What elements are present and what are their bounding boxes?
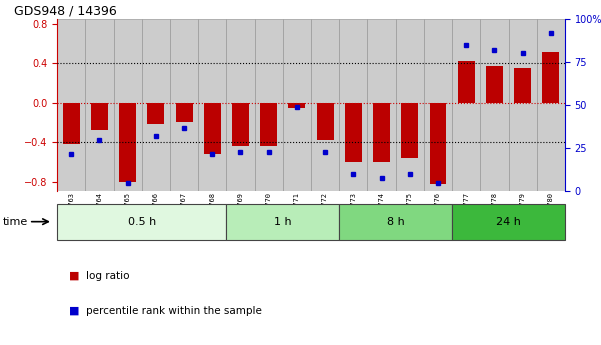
Bar [317,103,334,140]
Bar [537,19,565,191]
Bar [288,103,305,108]
Bar [480,19,508,191]
Bar [260,103,277,146]
Bar [345,103,362,162]
Bar [311,19,339,191]
Bar [430,103,447,184]
Bar [283,19,311,191]
Bar [542,51,560,103]
Text: 24 h: 24 h [496,217,521,227]
Bar [204,103,221,154]
Bar [91,103,108,130]
Bar [63,103,80,144]
Bar [452,19,480,191]
Text: 8 h: 8 h [387,217,404,227]
Text: percentile rank within the sample: percentile rank within the sample [86,306,262,315]
Bar [232,103,249,146]
Bar [424,19,452,191]
Text: time: time [3,217,28,227]
Bar [508,19,537,191]
Text: log ratio: log ratio [86,271,129,281]
Bar [339,204,452,240]
Bar [395,19,424,191]
Text: 1 h: 1 h [274,217,291,227]
Bar [147,103,164,125]
Bar [85,19,114,191]
Bar [514,68,531,103]
Bar [57,204,227,240]
Text: 0.5 h: 0.5 h [127,217,156,227]
Bar [486,66,503,103]
Bar [114,19,142,191]
Text: ■: ■ [69,271,79,281]
Bar [227,19,255,191]
Text: GDS948 / 14396: GDS948 / 14396 [14,5,117,18]
Bar [401,103,418,158]
Bar [119,103,136,181]
Bar [57,19,85,191]
Bar [452,204,565,240]
Bar [175,103,192,122]
Bar [367,19,395,191]
Bar [170,19,198,191]
Bar [198,19,227,191]
Bar [373,103,390,162]
Bar [255,19,283,191]
Bar [339,19,367,191]
Bar [458,61,475,103]
Bar [142,19,170,191]
Bar [227,204,339,240]
Text: ■: ■ [69,306,79,315]
